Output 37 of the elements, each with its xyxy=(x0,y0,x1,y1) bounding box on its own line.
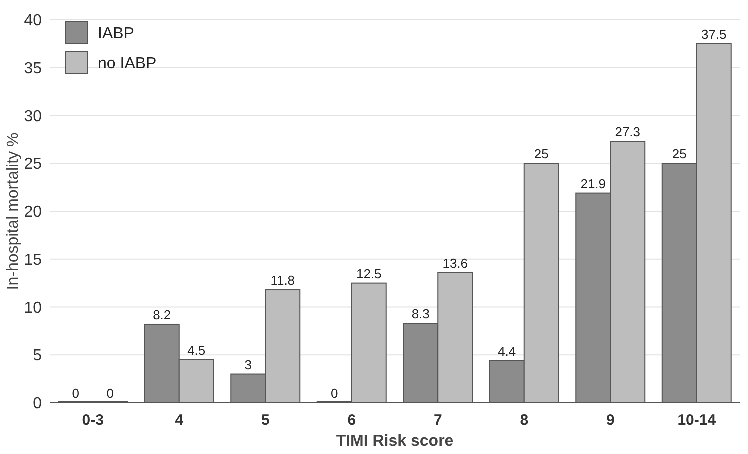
data-label: 3 xyxy=(244,357,252,372)
data-label: 8.2 xyxy=(153,307,172,322)
x-tick-label: 10-14 xyxy=(678,412,717,429)
data-label: 25 xyxy=(534,146,549,162)
y-tick-label: 20 xyxy=(24,204,42,222)
x-tick-label: 5 xyxy=(261,412,270,429)
y-tick-label: 15 xyxy=(24,252,42,269)
y-tick-label: 30 xyxy=(24,108,42,126)
data-label: 12.5 xyxy=(356,266,382,282)
data-label: 0 xyxy=(106,386,114,401)
x-tick-label: 4 xyxy=(175,412,184,429)
x-tick-label: 0-3 xyxy=(82,412,104,429)
data-label: 21.9 xyxy=(580,176,606,192)
data-label: 4.4 xyxy=(498,344,516,359)
data-label: 25 xyxy=(672,146,687,162)
y-tick-label: 25 xyxy=(24,156,42,174)
x-tick-label: 8 xyxy=(520,412,529,429)
x-tick-label: 7 xyxy=(434,412,442,429)
y-tick-label: 10 xyxy=(24,300,42,317)
y-tick-label: 40 xyxy=(24,12,42,30)
legend-label: IABP xyxy=(98,26,134,43)
data-label: 8.3 xyxy=(412,306,430,322)
y-tick-label: 0 xyxy=(33,396,42,413)
data-label: 11.8 xyxy=(270,273,296,288)
y-tick-label: 35 xyxy=(24,60,42,78)
data-label: 13.6 xyxy=(442,256,468,271)
legend-label: no IABP xyxy=(98,56,157,73)
data-label: 0 xyxy=(72,386,80,401)
x-tick-label: 9 xyxy=(606,412,615,429)
y-tick-label: 5 xyxy=(33,348,42,365)
x-tick-label: 6 xyxy=(348,412,356,429)
data-label: 37.5 xyxy=(701,26,727,42)
data-label: 27.3 xyxy=(615,124,641,140)
data-label: 4.5 xyxy=(188,342,206,358)
y-axis-title: In-hospital mortality % xyxy=(5,132,22,290)
data-label: 0 xyxy=(331,386,338,401)
x-axis-title: TIMI Risk score xyxy=(336,433,454,450)
